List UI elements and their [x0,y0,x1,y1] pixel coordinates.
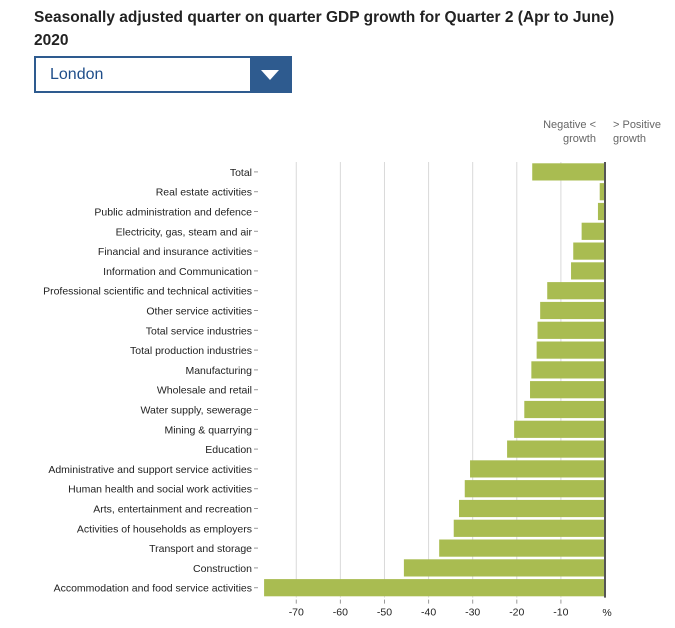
region-select[interactable]: London [34,56,292,93]
chevron-down-icon [261,70,279,80]
x-tick-label-6: -10 [553,607,568,619]
category-label-1: Real estate activities [156,187,252,199]
x-tick-label-5: -20 [509,607,524,619]
bar-14[interactable] [507,440,605,458]
x-tick-label-4: -30 [465,607,480,619]
category-label-7: Other service activities [146,306,252,318]
bar-13[interactable] [514,420,605,438]
bar-18[interactable] [453,519,605,537]
bar-4[interactable] [573,242,605,260]
region-select-value: London [50,66,104,83]
x-tick-label-3: -40 [421,607,436,619]
bar-6[interactable] [547,282,605,300]
region-select-button[interactable] [250,58,290,91]
category-label-18: Activities of households as employers [77,523,252,535]
category-label-3: Electricity, gas, steam and air [116,226,253,238]
category-label-21: Accommodation and food service activitie… [54,583,252,595]
bar-10[interactable] [531,361,605,379]
category-label-0: Total [230,167,252,179]
category-labels: Total Real estate activities Public admini… [43,167,258,595]
bar-19[interactable] [439,539,605,557]
category-label-6: Professional scientific and technical ac… [43,286,252,298]
bar-0[interactable] [532,163,605,181]
category-label-19: Transport and storage [149,543,252,555]
bar-15[interactable] [470,460,605,478]
category-label-15: Administrative and support service activ… [48,464,252,476]
x-tick-label-2: -50 [377,607,392,619]
category-label-2: Public administration and defence [94,207,252,219]
x-axis-ticks: -70 -60 -50 -40 -30 -20 -10 [289,599,569,619]
bar-21[interactable] [264,579,605,597]
x-tick-label-0: -70 [289,607,304,619]
category-label-20: Construction [193,563,252,575]
bar-17[interactable] [459,499,605,518]
bar-9[interactable] [536,341,605,359]
legend-negative-line1: Negative < [543,119,596,131]
category-label-5: Information and Communication [103,266,252,278]
legend-negative-line2: growth [563,133,596,145]
category-label-12: Water supply, sewerage [141,405,253,417]
bar-11[interactable] [530,381,605,399]
bar-5[interactable] [571,262,605,280]
bars [264,162,606,598]
bar-7[interactable] [540,301,605,320]
legend-positive-line2: growth [613,133,646,145]
bar-1[interactable] [599,183,605,201]
category-label-10: Manufacturing [185,365,252,377]
bar-3[interactable] [581,222,605,240]
bar-2[interactable] [597,202,605,221]
category-label-17: Arts, entertainment and recreation [93,504,252,516]
gridlines [295,162,562,598]
category-label-9: Total production industries [130,345,252,357]
bar-12[interactable] [524,400,605,419]
category-label-14: Education [205,444,252,456]
category-label-13: Mining & quarrying [164,424,252,436]
category-label-8: Total service industries [146,325,252,337]
legend-positive-line1: > Positive [613,119,661,131]
gdp-bar-chart: Negative < growth > Positive growth Tota… [43,119,661,619]
category-label-16: Human health and social work activities [68,484,252,496]
category-label-4: Financial and insurance activities [98,246,252,258]
bar-16[interactable] [464,480,605,498]
bar-8[interactable] [537,321,605,339]
chart-title: Seasonally adjusted quarter on quarter G… [34,9,615,49]
category-label-11: Wholesale and retail [157,385,252,397]
bar-20[interactable] [403,559,605,577]
x-axis-label: % [602,607,611,619]
x-tick-label-1: -60 [333,607,348,619]
